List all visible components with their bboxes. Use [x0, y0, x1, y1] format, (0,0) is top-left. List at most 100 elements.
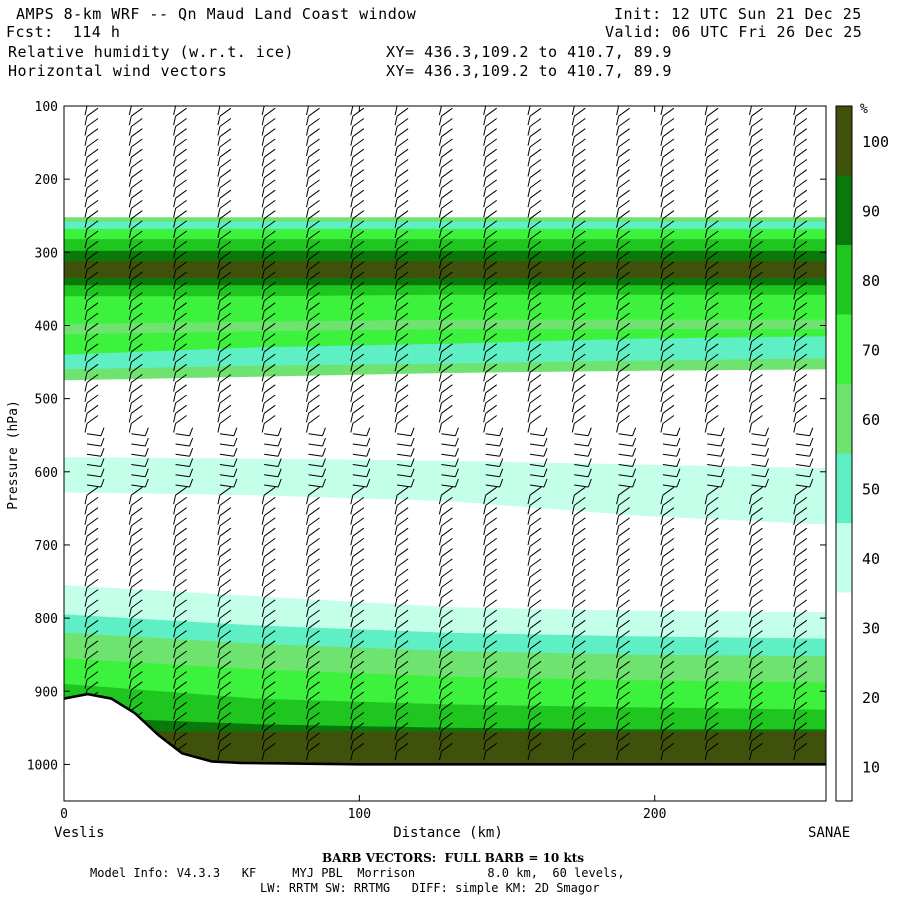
- wind-barb: [571, 333, 586, 351]
- wind-barb: [84, 292, 99, 310]
- wind-barb: [751, 468, 769, 478]
- wind-barb: [616, 322, 630, 341]
- wind-barb: [394, 199, 409, 218]
- wind-barb: [394, 384, 409, 402]
- wind-barb: [660, 312, 675, 331]
- barb-column-7: [394, 106, 415, 761]
- wind-barb: [261, 742, 276, 761]
- wind-barb: [350, 107, 365, 126]
- wind-barb: [704, 384, 719, 402]
- wind-barb: [704, 548, 719, 566]
- wind-barb: [660, 374, 675, 392]
- wind-barb: [704, 292, 719, 310]
- wind-barb: [616, 732, 630, 751]
- wind-barb: [571, 107, 586, 126]
- wind-barb: [793, 118, 808, 136]
- wind-barb: [660, 363, 675, 382]
- wind-barb: [84, 548, 99, 566]
- wind-barb: [261, 609, 276, 628]
- wind-barb: [438, 517, 453, 536]
- wind-barb: [795, 448, 814, 457]
- wind-barb: [660, 138, 675, 157]
- wind-barb: [616, 517, 630, 536]
- wind-barb: [483, 742, 497, 761]
- wind-barb: [173, 671, 187, 689]
- wind-barb: [84, 302, 99, 320]
- wind-barb: [662, 478, 681, 488]
- wind-barb: [438, 742, 453, 761]
- wind-barb: [483, 384, 497, 402]
- wind-barb: [394, 251, 409, 269]
- wind-barb: [793, 128, 808, 146]
- wind-barb: [217, 138, 232, 157]
- wind-barb: [793, 701, 808, 720]
- wind-barb: [662, 458, 681, 467]
- wind-barb: [707, 427, 725, 437]
- wind-barb: [394, 374, 409, 392]
- wind-barb: [616, 281, 630, 300]
- wind-barb: [217, 507, 232, 525]
- wind-barb: [660, 578, 675, 597]
- wind-barb: [219, 448, 238, 457]
- wind-barb: [660, 517, 675, 536]
- y-tick-label: 700: [35, 539, 58, 554]
- wind-barb: [352, 458, 371, 467]
- wind-barb: [394, 138, 409, 157]
- wind-barb: [217, 169, 232, 187]
- wind-barb: [438, 671, 453, 689]
- wind-barb: [394, 681, 409, 699]
- wind-barb: [438, 722, 453, 740]
- wind-barb: [173, 640, 187, 658]
- wind-barb: [660, 169, 675, 187]
- wind-barb: [217, 353, 232, 372]
- wind-barb: [306, 189, 320, 208]
- wind-barb: [571, 148, 586, 167]
- wind-barb: [483, 333, 497, 351]
- wind-barb: [438, 312, 453, 331]
- wind-barb: [704, 681, 719, 699]
- wind-barb: [84, 589, 99, 607]
- wind-barb: [350, 404, 365, 423]
- wind-barb: [660, 107, 675, 126]
- colorbar-label: 70: [862, 341, 880, 359]
- wind-barb: [261, 199, 276, 218]
- wind-barb: [438, 404, 453, 423]
- wind-barb: [173, 589, 187, 607]
- wind-barb: [749, 322, 763, 341]
- wind-barb: [261, 118, 276, 136]
- wind-barb: [84, 415, 99, 433]
- wind-barb: [527, 107, 542, 126]
- wind-barb: [350, 189, 365, 208]
- wind-barb: [618, 478, 637, 488]
- wind-barb: [84, 251, 99, 269]
- wind-barb: [438, 496, 453, 515]
- wind-barb: [483, 681, 497, 699]
- wind-barb: [571, 548, 586, 566]
- wind-barb: [793, 138, 808, 157]
- wind-barb: [438, 148, 453, 167]
- wind-barb: [660, 507, 675, 525]
- wind-barb: [660, 568, 675, 587]
- wind-barb: [128, 302, 143, 320]
- barb-column-14: [704, 106, 725, 761]
- wind-barb: [308, 448, 326, 457]
- wind-barb: [128, 630, 143, 648]
- wind-barb: [438, 640, 453, 658]
- wind-barb: [128, 281, 143, 300]
- barb-column-1: [128, 106, 149, 761]
- wind-barb: [397, 448, 415, 457]
- wind-barb: [527, 537, 542, 556]
- wind-barb: [173, 374, 187, 392]
- wind-barb: [350, 199, 365, 218]
- wind-barb: [261, 148, 276, 167]
- wind-barb: [394, 169, 409, 187]
- wind-barb: [175, 427, 194, 437]
- wind-barb: [306, 312, 320, 331]
- wind-barb: [217, 701, 232, 720]
- wind-barb: [616, 302, 630, 320]
- wind-barb: [483, 210, 497, 228]
- wind-barb: [131, 478, 149, 488]
- wind-barb: [397, 468, 415, 478]
- wind-barb: [350, 261, 365, 280]
- wind-barb: [438, 537, 453, 556]
